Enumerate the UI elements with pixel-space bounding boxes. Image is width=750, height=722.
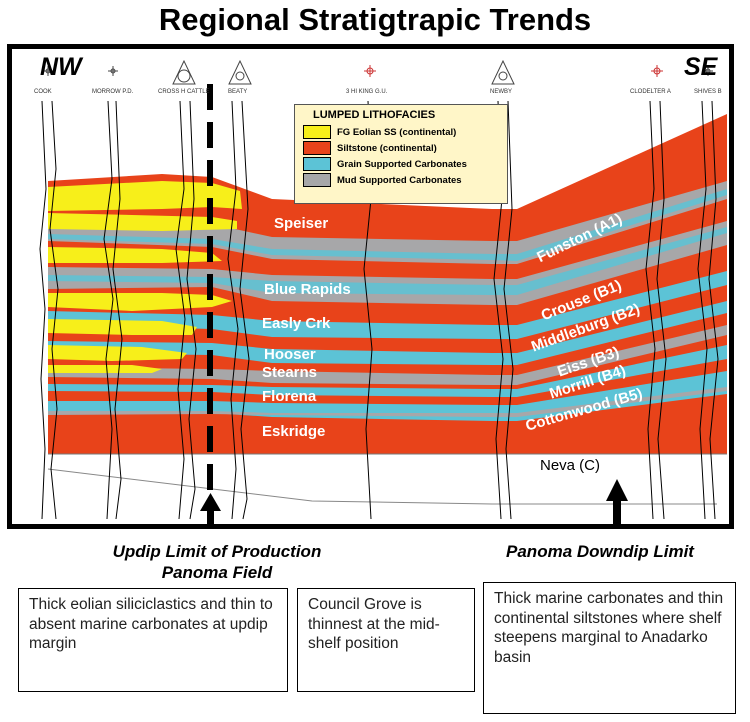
legend-title: LUMPED LITHOFACIES — [313, 109, 436, 121]
downdip-arrow — [606, 479, 628, 524]
note-box-downdip: Thick marine carbonates and thin contine… — [483, 582, 736, 714]
nw-direction-label: NW — [40, 53, 82, 81]
legend-swatch-cyan — [303, 157, 331, 171]
formation-label-speiser: Speiser — [274, 215, 329, 232]
well-label-newby: NEWBY — [490, 89, 513, 95]
formation-label-stearns: Stearns — [262, 364, 318, 381]
well-label-clodelter: CLODELTER A — [630, 89, 671, 95]
downdip-limit-caption: Panoma Downdip Limit — [506, 542, 694, 561]
well-symbol-shives — [703, 66, 713, 76]
neva-label: Neva (C) — [540, 457, 601, 474]
se-direction-label: SE — [684, 53, 718, 81]
legend-item-grain: Grain Supported Carbonates — [303, 156, 499, 172]
well-label-3hi: 3 HI KING G.U. — [346, 89, 388, 95]
note-box-updip: Thick eolian siliciclastics and thin to … — [18, 588, 288, 692]
well-symbol-3hi — [364, 65, 376, 77]
formation-label-blue-rapids: Blue Rapids — [264, 281, 351, 298]
legend-item-siltstone: Siltstone (continental) — [303, 140, 499, 156]
marine-bands — [48, 181, 727, 421]
lithofacies-legend: LUMPED LITHOFACIES FG Eolian SS (contine… — [294, 104, 508, 204]
neva-base-line — [47, 468, 717, 505]
cross-section-diagram — [39, 59, 727, 524]
well-symbol-cross-h — [172, 59, 196, 85]
formation-label-hooser: Hooser — [264, 346, 316, 363]
well-label-morrow: MORROW P.D. — [92, 89, 134, 95]
legend-swatch-yellow — [303, 125, 331, 139]
formation-label-florena: Florena — [262, 388, 317, 405]
well-symbol-morrow — [108, 66, 118, 76]
well-symbols — [43, 59, 713, 85]
formation-label-eskridge: Eskridge — [262, 423, 326, 440]
legend-swatch-red — [303, 141, 331, 155]
legend-item-eolian: FG Eolian SS (continental) — [303, 124, 499, 140]
well-label-cross-h: CROSS H CATTLE — [158, 89, 210, 95]
page-title: Regional Stratigtrapic Trends — [158, 2, 592, 37]
legend-swatch-gray — [303, 173, 331, 187]
well-symbol-newby — [491, 59, 515, 85]
well-label-cook: COOK — [34, 89, 52, 95]
well-label-shives: SHIVES B — [694, 89, 722, 95]
legend-item-mud: Mud Supported Carbonates — [303, 172, 499, 188]
formation-label-easly-crk: Easly Crk — [262, 315, 331, 332]
well-label-beaty: BEATY — [228, 89, 248, 95]
updip-limit-caption: Updip Limit of Production Panoma Field — [112, 542, 322, 582]
well-symbol-cook — [43, 66, 53, 76]
well-symbol-beaty — [228, 59, 252, 85]
updip-arrow — [200, 493, 221, 524]
note-box-midshelf: Council Grove is thinnest at the mid-she… — [297, 588, 475, 692]
cross-section-panel: NW SE COOK MORROW P.D. CROSS H CATTLE BE… — [7, 44, 734, 529]
well-symbol-clodelter — [651, 65, 663, 77]
